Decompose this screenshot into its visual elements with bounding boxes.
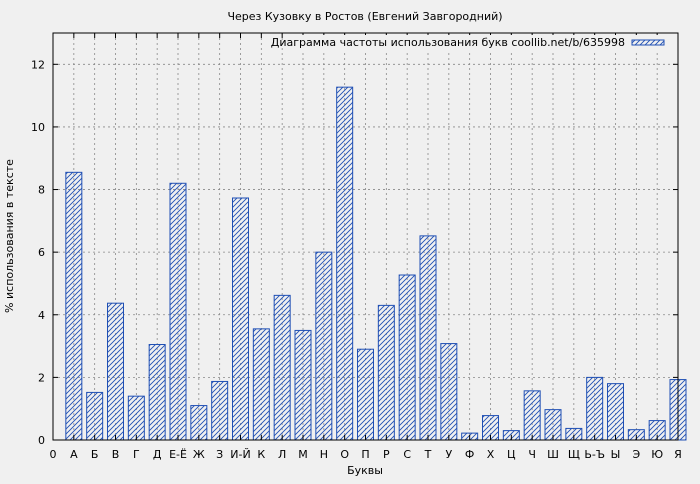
bar-3 bbox=[107, 302, 124, 441]
legend-label: Диаграмма частоты использования букв coo… bbox=[271, 36, 625, 49]
x-tick-label: И-Й bbox=[230, 448, 250, 461]
x-tick-label: Э bbox=[632, 448, 640, 461]
y-axis-label: % использования в тексте bbox=[3, 159, 16, 313]
bar-26 bbox=[586, 376, 604, 441]
y-tick-label: 2 bbox=[38, 371, 45, 384]
bar-5 bbox=[148, 344, 166, 441]
bar-10 bbox=[252, 328, 270, 441]
x-tick-label: Ф bbox=[465, 448, 474, 461]
x-tick-label: Ю bbox=[651, 448, 663, 461]
x-tick-label: Щ bbox=[568, 448, 580, 461]
bar-6 bbox=[169, 182, 187, 441]
x-tick-label: О bbox=[340, 448, 349, 461]
bar-16 bbox=[377, 304, 395, 441]
bar-13 bbox=[315, 251, 333, 441]
x-tick-label: Р bbox=[383, 448, 390, 461]
legend: Диаграмма частоты использования букв coo… bbox=[271, 35, 675, 51]
bar-27 bbox=[607, 383, 624, 441]
x-tick-label: Е-Ё bbox=[169, 448, 187, 461]
x-tick-label-origin: 0 bbox=[50, 448, 57, 461]
y-tick-label: 8 bbox=[38, 184, 45, 197]
x-tick-label: Ц bbox=[507, 448, 516, 461]
bar-9 bbox=[232, 197, 249, 441]
chart-title: Через Кузовку в Ростов (Евгений Завгород… bbox=[227, 10, 502, 23]
x-tick-label: З bbox=[216, 448, 223, 461]
bar-4 bbox=[127, 395, 145, 441]
bar-19 bbox=[440, 343, 458, 441]
bar-14 bbox=[336, 86, 354, 441]
x-tick-label: Ь-Ъ bbox=[584, 448, 605, 461]
grid-layer bbox=[53, 33, 678, 440]
x-tick-label: Т bbox=[424, 448, 432, 461]
bar-7 bbox=[190, 405, 208, 441]
legend-swatch bbox=[631, 39, 665, 46]
bar-18 bbox=[419, 235, 437, 441]
bar-1 bbox=[65, 171, 83, 441]
x-tick-label: Б bbox=[91, 448, 99, 461]
y-tick-label: 10 bbox=[31, 121, 45, 134]
x-tick-label: Ж bbox=[193, 448, 205, 461]
x-tick-label: Д bbox=[153, 448, 162, 461]
x-tick-label: Я bbox=[674, 448, 682, 461]
x-tick-label: К bbox=[257, 448, 265, 461]
x-tick-label: С bbox=[403, 448, 411, 461]
x-tick-label: Ч bbox=[528, 448, 536, 461]
y-tick-label: 4 bbox=[38, 309, 45, 322]
bar-15 bbox=[357, 348, 374, 441]
bar-12 bbox=[294, 329, 312, 441]
x-tick-label: Л bbox=[278, 448, 286, 461]
x-axis-label: Буквы bbox=[347, 464, 383, 477]
plot-frame bbox=[52, 32, 679, 441]
x-tick-label: П bbox=[361, 448, 369, 461]
x-tick-label: М bbox=[298, 448, 308, 461]
bar-23 bbox=[523, 390, 541, 441]
x-tick-label: Г bbox=[133, 448, 140, 461]
x-tick-label: В bbox=[112, 448, 120, 461]
bar-11 bbox=[273, 294, 291, 441]
x-tick-label: А bbox=[70, 448, 78, 461]
legend-background bbox=[285, 35, 675, 51]
y-tick-label: 6 bbox=[38, 246, 45, 259]
x-tick-label: Ы bbox=[611, 448, 621, 461]
y-tick-label: 0 bbox=[38, 434, 45, 447]
bar-17 bbox=[398, 274, 416, 441]
bar-2 bbox=[86, 391, 104, 441]
x-tick-label: Х bbox=[487, 448, 495, 461]
y-tick-label: 12 bbox=[31, 58, 45, 71]
x-tick-label: Н bbox=[320, 448, 328, 461]
bar-8 bbox=[211, 380, 229, 441]
x-tick-label: Ш bbox=[547, 448, 559, 461]
x-tick-label: У bbox=[445, 448, 452, 461]
